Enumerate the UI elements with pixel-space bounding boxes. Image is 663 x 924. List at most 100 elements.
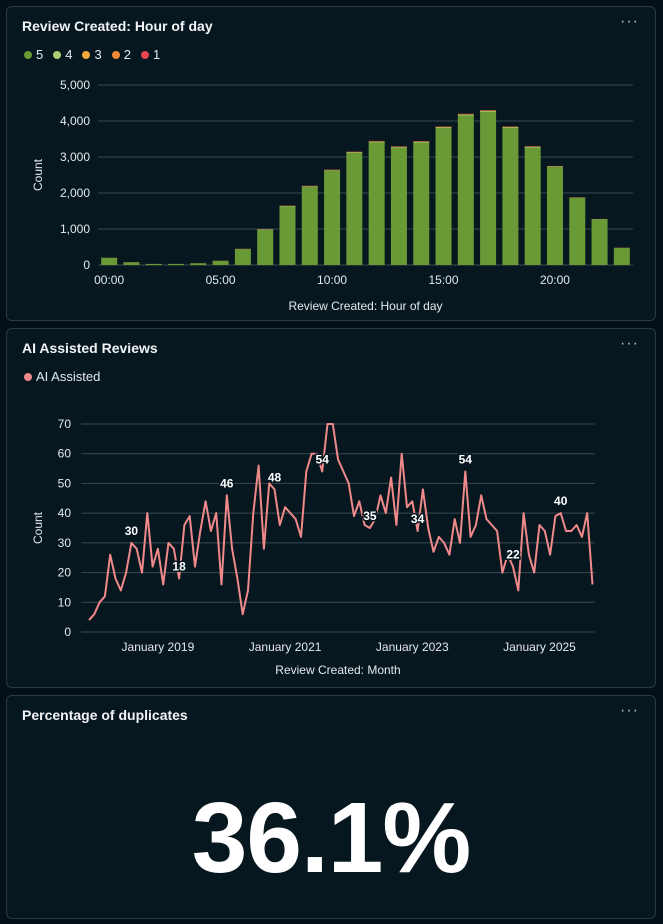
y-tick-label: 40 [58, 506, 72, 520]
data-label: 48 [268, 470, 282, 484]
bar-segment [390, 147, 407, 148]
y-tick-label: 1,000 [60, 222, 90, 236]
bar-segment [413, 142, 430, 265]
bar-segment [257, 229, 274, 265]
bar-segment [346, 153, 363, 265]
y-tick-label: 20 [58, 566, 72, 580]
bar-segment [524, 146, 541, 148]
bar-chart: 0 1,000 2,000 3,000 4,000 5,000 00:00 05:00 10:0… [31, 78, 633, 313]
x-tick-label: January 2025 [503, 640, 576, 654]
data-label: 30 [125, 524, 139, 538]
bar-segment [301, 186, 318, 265]
y-tick-label: 5,000 [60, 78, 90, 92]
bar-segment [591, 219, 608, 265]
more-options-icon[interactable]: ··· [620, 13, 639, 30]
chart-legend: 5 4 3 2 1 [24, 47, 160, 62]
bar-segment [368, 141, 385, 143]
legend-dot-icon [111, 50, 120, 59]
ai-assisted-card: AI Assisted Reviews ··· AI Assisted 0 10 2… [6, 328, 656, 688]
data-label: 35 [363, 509, 377, 523]
x-axis-label: Review Created: Month [275, 663, 400, 677]
card-title: AI Assisted Reviews [22, 340, 158, 356]
legend-dot-icon [24, 372, 32, 381]
bar-segment [346, 152, 363, 154]
legend-label: 1 [152, 47, 161, 62]
y-tick-label: 0 [83, 258, 90, 272]
legend-item[interactable]: 4 [53, 47, 72, 62]
bar-segment [524, 147, 541, 265]
y-tick-label: 50 [58, 476, 72, 490]
y-axis-label: Count [31, 511, 45, 544]
legend-label: 3 [94, 47, 102, 62]
more-options-icon[interactable]: ··· [620, 335, 639, 352]
data-label: 54 [459, 453, 473, 467]
legend-dot-icon [140, 50, 149, 59]
bar-segment [368, 142, 385, 265]
bar-segment [457, 115, 474, 265]
legend-dot-icon [53, 50, 62, 59]
x-tick-label: 15:00 [429, 273, 459, 287]
bar-segment [301, 186, 318, 187]
data-label: 54 [316, 453, 330, 467]
series-line-ai-assisted [88, 423, 594, 621]
bar-segment [168, 263, 185, 265]
chart-legend: AI Assisted [24, 369, 100, 384]
y-tick-label: 3,000 [60, 150, 90, 164]
legend-item[interactable]: 5 [24, 47, 43, 62]
duplicates-card: Percentage of duplicates ··· 36.1% [6, 695, 656, 919]
data-label: 34 [411, 512, 425, 526]
legend-label: 2 [123, 47, 131, 62]
bar-segment [613, 248, 630, 265]
legend-label: 4 [65, 47, 73, 62]
bar-segment [546, 166, 563, 168]
legend-item[interactable]: AI Assisted [24, 369, 100, 384]
duplicates-percentage-value: 36.1% [191, 782, 472, 894]
bar-segment [546, 167, 563, 265]
bar-segment [324, 170, 341, 171]
x-tick-label: January 2019 [122, 640, 195, 654]
bar-segment [123, 262, 140, 265]
y-axis-label: Count [31, 158, 45, 191]
x-tick-label: 00:00 [94, 273, 124, 287]
bar-segment [279, 206, 296, 265]
more-options-icon[interactable]: ··· [620, 702, 639, 719]
bar-segment [390, 147, 407, 265]
y-tick-label: 10 [58, 595, 72, 609]
bar-segment [212, 260, 229, 265]
legend-item[interactable]: 2 [111, 47, 131, 62]
bar-segment [435, 128, 452, 265]
x-axis-label: Review Created: Hour of day [288, 299, 442, 313]
card-title: Review Created: Hour of day [22, 18, 213, 34]
legend-label: 5 [36, 47, 44, 62]
x-tick-label: 05:00 [206, 273, 236, 287]
legend-dot-icon [24, 50, 32, 59]
x-tick-label: 20:00 [540, 273, 570, 287]
bar-segment [569, 198, 586, 265]
bar-segment [502, 127, 519, 129]
legend-item[interactable]: 3 [82, 47, 102, 62]
y-tick-label: 30 [58, 536, 72, 550]
legend-item[interactable]: 1 [140, 47, 161, 62]
hour-of-day-card: Review Created: Hour of day ··· 5 4 3 2 1 0 1… [6, 6, 656, 321]
y-tick-label: 4,000 [60, 114, 90, 128]
bar-segment [324, 170, 341, 265]
x-tick-label: January 2023 [376, 640, 449, 654]
y-tick-label: 0 [64, 625, 71, 639]
bar-segment [145, 263, 162, 265]
x-tick-label: 10:00 [317, 273, 347, 287]
bar-segment [101, 257, 118, 265]
data-label: 18 [172, 560, 186, 574]
bar-segment [502, 128, 519, 265]
data-label: 46 [220, 476, 234, 490]
line-chart: 0 10 20 30 40 50 60 70 January 2019 January 2021 J… [31, 417, 595, 677]
bar-segment [457, 114, 474, 116]
y-tick-label: 60 [58, 447, 72, 461]
bar-segment [234, 249, 251, 265]
y-tick-label: 70 [58, 417, 72, 431]
bar-segment [435, 127, 452, 129]
legend-label: AI Assisted [36, 369, 101, 384]
y-tick-label: 2,000 [60, 186, 90, 200]
bar-segment [480, 111, 497, 112]
card-title: Percentage of duplicates [22, 707, 188, 723]
data-label: 22 [506, 548, 520, 562]
